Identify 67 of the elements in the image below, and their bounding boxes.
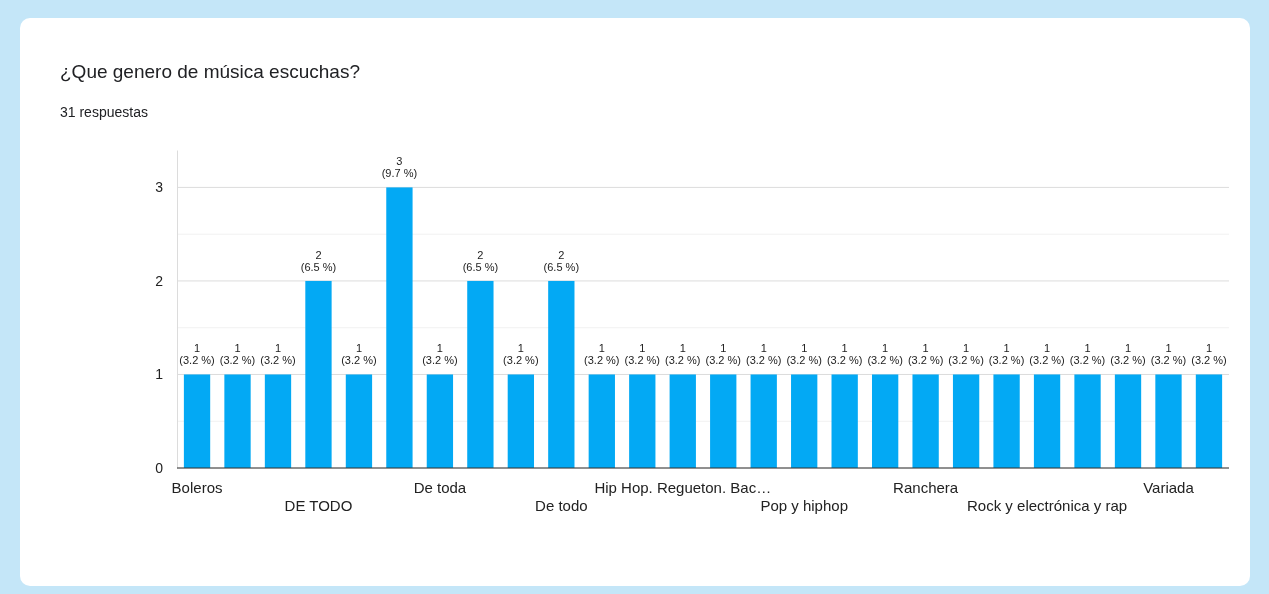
bar xyxy=(224,374,251,468)
bar xyxy=(1114,374,1142,468)
bar xyxy=(305,280,332,468)
bar xyxy=(507,374,535,468)
data-label: 1 (3.2 %) xyxy=(1191,342,1227,367)
data-label: 1 (3.2 %) xyxy=(705,342,741,367)
bar xyxy=(264,374,292,468)
data-label: 1 (3.2 %) xyxy=(948,342,984,367)
data-label: 1 (3.2 %) xyxy=(1029,342,1065,367)
chart-title: ¿Que genero de música escuchas? xyxy=(60,61,360,82)
bar xyxy=(791,374,818,468)
bar xyxy=(710,374,737,468)
x-tick-label: Variada xyxy=(1143,478,1195,496)
bar xyxy=(912,374,939,468)
bar xyxy=(386,187,413,468)
x-tick-label: De todo xyxy=(535,496,588,514)
data-label: 1 (3.2 %) xyxy=(665,342,701,367)
bar xyxy=(871,374,899,468)
data-label: 1 (3.2 %) xyxy=(907,342,944,367)
chart-subtitle: 31 respuestas xyxy=(60,104,148,120)
data-label: 1 (3.2 %) xyxy=(786,342,822,367)
x-tick-label: Pop y hiphop xyxy=(760,496,848,514)
y-tick-label: 2 xyxy=(155,272,164,289)
data-label: 1 (3.2 %) xyxy=(624,342,661,367)
x-tick-label: DE TODO xyxy=(284,496,353,514)
data-label: 2 (6.5 %) xyxy=(543,248,580,273)
x-tick-label: De toda xyxy=(413,478,467,496)
data-label: 1 (3.2 %) xyxy=(867,342,903,367)
bar xyxy=(1074,374,1101,468)
data-label: 1 (3.2 %) xyxy=(826,342,863,367)
bar xyxy=(467,280,494,468)
data-label: 1 (3.2 %) xyxy=(503,342,539,367)
bar xyxy=(952,374,980,468)
data-label: 1 (3.2 %) xyxy=(1110,342,1146,367)
data-label: 1 (3.2 %) xyxy=(584,342,620,367)
bar xyxy=(669,374,696,468)
bar xyxy=(1195,374,1223,468)
bar xyxy=(1033,374,1061,468)
bar xyxy=(993,374,1020,468)
data-label: 3 (9.7 %) xyxy=(381,155,418,180)
y-tick-label: 0 xyxy=(155,459,164,476)
x-tick-label: Rock y electrónica y rap xyxy=(967,496,1128,514)
data-label: 1 (3.2 %) xyxy=(179,342,215,367)
data-label: 1 (3.2 %) xyxy=(745,342,782,367)
bar xyxy=(588,374,615,468)
y-tick-label: 3 xyxy=(155,179,164,196)
x-tick-label: Boleros xyxy=(171,478,223,496)
bar xyxy=(1155,374,1182,468)
data-label: 1 (3.2 %) xyxy=(341,342,377,367)
bar xyxy=(183,374,211,468)
bar xyxy=(831,374,858,468)
bar xyxy=(345,374,373,468)
y-tick-label: 1 xyxy=(155,366,164,383)
data-label: 1 (3.2 %) xyxy=(260,342,296,367)
data-label: 2 (6.5 %) xyxy=(462,248,499,273)
data-label: 1 (3.2 %) xyxy=(422,342,458,367)
data-label: 1 (3.2 %) xyxy=(1150,342,1187,367)
bar xyxy=(426,374,454,468)
bar xyxy=(750,374,777,468)
data-label: 2 (6.5 %) xyxy=(300,248,337,273)
data-label: 1 (3.2 %) xyxy=(988,342,1025,367)
x-tick-label: Ranchera xyxy=(893,478,959,496)
data-label: 1 (3.2 %) xyxy=(1069,342,1106,367)
bar xyxy=(629,374,656,468)
x-tick-label: Hip Hop. Regueton. Bac… xyxy=(594,478,772,496)
data-label: 1 (3.2 %) xyxy=(219,342,256,367)
bar xyxy=(548,280,575,468)
